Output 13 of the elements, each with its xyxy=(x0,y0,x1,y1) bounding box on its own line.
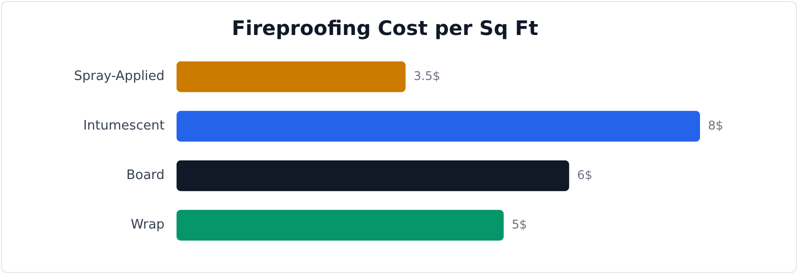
data-label: 5$ xyxy=(512,217,527,232)
chart-title: Fireproofing Cost per Sq Ft xyxy=(232,16,539,40)
data-label: 3.5$ xyxy=(414,68,440,83)
y-tick-label: Board xyxy=(126,168,165,184)
bar xyxy=(176,160,570,192)
y-tick-label: Wrap xyxy=(130,218,165,233)
bar xyxy=(176,61,406,92)
bar xyxy=(176,110,700,142)
data-label: 8$ xyxy=(708,118,724,132)
bar xyxy=(176,210,504,241)
y-tick-label: Intumescent xyxy=(83,118,165,134)
data-label: 6$ xyxy=(577,168,592,182)
y-tick-label: Spray-Applied xyxy=(74,69,165,84)
